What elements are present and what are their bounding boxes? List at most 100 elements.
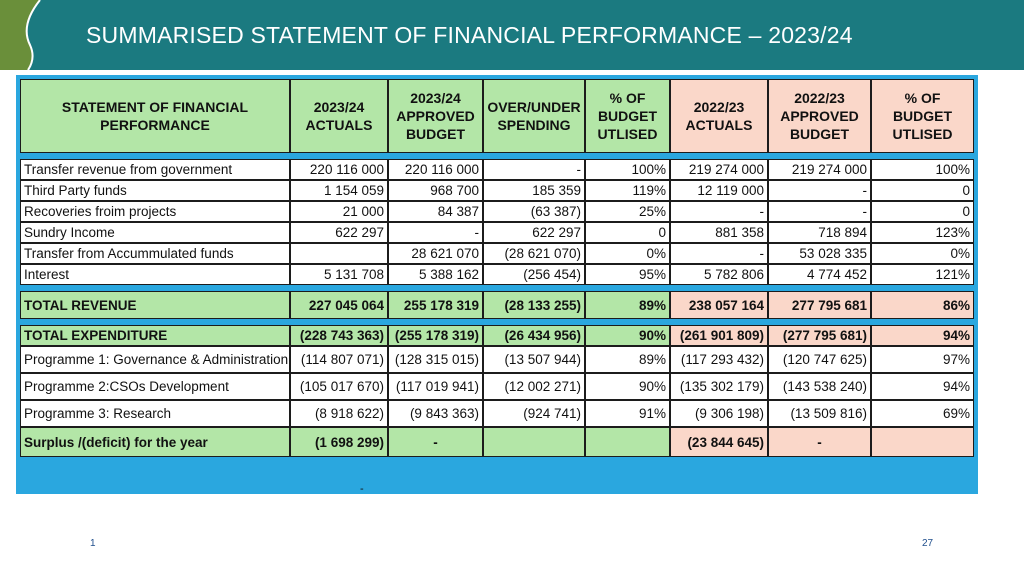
table-cell: 89% <box>585 346 670 373</box>
table-cell: (8 918 622) <box>290 400 388 427</box>
header-row: STATEMENT OF FINANCIAL PERFORMANCE 2023/2… <box>20 79 974 153</box>
footer-left-number: 1 <box>90 538 96 549</box>
row-label: Transfer from Accummulated funds <box>20 243 290 264</box>
column-header: OVER/UNDER SPENDING <box>483 79 585 153</box>
financial-performance-table: STATEMENT OF FINANCIAL PERFORMANCE 2023/2… <box>20 79 974 459</box>
table-cell: 12 119 000 <box>670 180 768 201</box>
surplus-row: Surplus /(deficit) for the year (1 698 29… <box>20 427 974 457</box>
column-header: 2022/23 ACTUALS <box>670 79 768 153</box>
table-cell: (277 795 681) <box>768 325 871 346</box>
table-cell: 5 388 162 <box>388 264 483 285</box>
table-cell: 123% <box>871 222 974 243</box>
table-cell <box>871 427 974 457</box>
financial-table-frame: STATEMENT OF FINANCIAL PERFORMANCE 2023/2… <box>16 75 978 494</box>
spacer-cell <box>20 457 974 459</box>
table-cell: (114 807 071) <box>290 346 388 373</box>
table-cell: (12 002 271) <box>483 373 585 400</box>
column-header: % OF BUDGET UTLISED <box>585 79 670 153</box>
table-cell: 255 178 319 <box>388 291 483 319</box>
table-cell: 90% <box>585 325 670 346</box>
row-label: Third Party funds <box>20 180 290 201</box>
table-cell: - <box>388 222 483 243</box>
table-cell: 91% <box>585 400 670 427</box>
table-cell: - <box>388 427 483 457</box>
table-cell: 95% <box>585 264 670 285</box>
table-cell: (13 509 816) <box>768 400 871 427</box>
row-label: Transfer revenue from government <box>20 159 290 180</box>
table-row: Interest 5 131 708 5 388 162 (256 454) 95% 5 … <box>20 264 974 285</box>
table-cell: 881 358 <box>670 222 768 243</box>
table-cell: (143 538 240) <box>768 373 871 400</box>
table-cell: 0 <box>871 201 974 222</box>
table-cell: 219 274 000 <box>670 159 768 180</box>
spacer-cell <box>20 319 974 325</box>
table-cell: (117 019 941) <box>388 373 483 400</box>
table-cell: (128 315 015) <box>388 346 483 373</box>
table-cell: - <box>670 201 768 222</box>
table-row: Sundry Income 622 297-622 297 0 881 358 718 … <box>20 222 974 243</box>
row-label: Programme 2:CSOs Development <box>20 373 290 400</box>
programme-row: Programme 2:CSOs Development (105 017 670… <box>20 373 974 400</box>
row-label: TOTAL EXPENDITURE <box>20 325 290 346</box>
table-cell: 97% <box>871 346 974 373</box>
row-label: Interest <box>20 264 290 285</box>
table-cell: 90% <box>585 373 670 400</box>
table-cell: - <box>768 201 871 222</box>
table-cell: 89% <box>585 291 670 319</box>
table-cell: 238 057 164 <box>670 291 768 319</box>
table-cell: (924 741) <box>483 400 585 427</box>
table-cell: - <box>483 159 585 180</box>
table-cell: 4 774 452 <box>768 264 871 285</box>
table-cell: 94% <box>871 373 974 400</box>
spacer-cell <box>20 153 974 159</box>
table-cell: 219 274 000 <box>768 159 871 180</box>
table-cell: (256 454) <box>483 264 585 285</box>
programme-row: Programme 3: Research (8 918 622) (9 843 3… <box>20 400 974 427</box>
table-cell: (28 133 255) <box>483 291 585 319</box>
table-cell: 69% <box>871 400 974 427</box>
table-cell: (105 017 670) <box>290 373 388 400</box>
table-cell: 185 359 <box>483 180 585 201</box>
table-cell: 718 894 <box>768 222 871 243</box>
table-cell: (63 387) <box>483 201 585 222</box>
table-cell: (135 302 179) <box>670 373 768 400</box>
table-row: Third Party funds 1 154 059 968 700 185 359… <box>20 180 974 201</box>
below-table-dash: - <box>360 483 364 495</box>
table-cell <box>585 427 670 457</box>
row-label: Programme 3: Research <box>20 400 290 427</box>
table-cell: 100% <box>871 159 974 180</box>
table-cell: (255 178 319) <box>388 325 483 346</box>
column-header: % OF BUDGET UTLISED <box>871 79 974 153</box>
column-header: 2023/24 ACTUALS <box>290 79 388 153</box>
table-row: Transfer from Accummulated funds 28 621 0… <box>20 243 974 264</box>
table-cell: 220 116 000 <box>290 159 388 180</box>
table-cell: 0% <box>871 243 974 264</box>
table-cell: 0% <box>585 243 670 264</box>
table-cell: (120 747 625) <box>768 346 871 373</box>
table-cell: 21 000 <box>290 201 388 222</box>
table-cell <box>290 243 388 264</box>
table-cell: (1 698 299) <box>290 427 388 457</box>
table-cell: 1 154 059 <box>290 180 388 201</box>
table-cell: - <box>670 243 768 264</box>
table-cell: 94% <box>871 325 974 346</box>
spacer-row <box>20 457 974 459</box>
table-cell: 53 028 335 <box>768 243 871 264</box>
table-cell: 100% <box>585 159 670 180</box>
table-cell <box>483 427 585 457</box>
table-cell: 5 782 806 <box>670 264 768 285</box>
table-cell: (9 306 198) <box>670 400 768 427</box>
table-cell: 84 387 <box>388 201 483 222</box>
table-cell: 5 131 708 <box>290 264 388 285</box>
table-cell: (228 743 363) <box>290 325 388 346</box>
table-cell: 25% <box>585 201 670 222</box>
row-label: Sundry Income <box>20 222 290 243</box>
column-header: 2022/23 APPROVED BUDGET <box>768 79 871 153</box>
table-cell: 968 700 <box>388 180 483 201</box>
slide-title: SUMMARISED STATEMENT OF FINANCIAL PERFOR… <box>86 22 853 48</box>
programme-row: Programme 1: Governance & Administration… <box>20 346 974 373</box>
table-cell: 277 795 681 <box>768 291 871 319</box>
total-expenditure-row: TOTAL EXPENDITURE (228 743 363) (255 178 3… <box>20 325 974 346</box>
table-body: STATEMENT OF FINANCIAL PERFORMANCE 2023/2… <box>20 79 974 459</box>
table-row: Recoveries froim projects 21 000 84 387 (63… <box>20 201 974 222</box>
